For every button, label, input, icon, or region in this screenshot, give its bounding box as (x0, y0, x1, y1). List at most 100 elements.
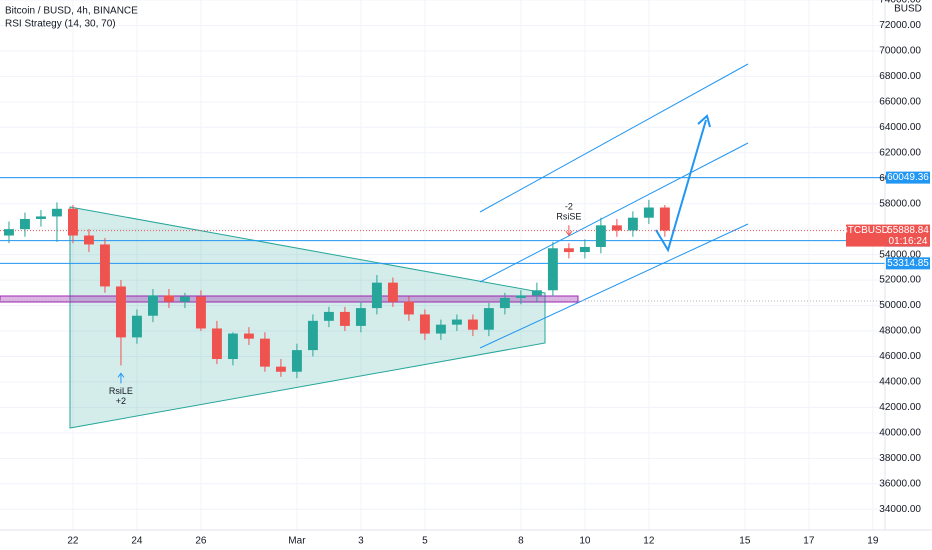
signal-label: RsiLE (109, 386, 133, 396)
candle-body (611, 225, 622, 231)
candle-body (67, 208, 78, 236)
candle-body (3, 229, 14, 236)
arrow-head (697, 114, 711, 128)
price-label-box (886, 171, 930, 184)
candle-body (579, 246, 590, 253)
y-tick-label: 44000.00 (879, 377, 921, 388)
channel-line (479, 63, 749, 213)
candle-body (243, 333, 254, 339)
candle-body (339, 311, 350, 326)
symbol-label: BTCBUSD (841, 225, 889, 236)
y-tick-label: 40000.00 (879, 428, 921, 439)
y-tick-label: 48000.00 (879, 326, 921, 337)
projection-arrow (655, 119, 707, 253)
signal-label: RsiSE (556, 212, 581, 222)
channel-line (479, 142, 749, 283)
x-tick-label: Mar (288, 536, 306, 547)
candle-body (83, 235, 94, 245)
candle-body (115, 286, 126, 338)
y-tick-label: 72000.00 (879, 20, 921, 31)
x-tick-label: 12 (643, 536, 655, 547)
candle-body (467, 319, 478, 330)
candle-body (483, 308, 494, 330)
signal-qty: +2 (116, 396, 126, 406)
y-tick-label: 68000.00 (879, 71, 921, 82)
candle-body (659, 207, 670, 231)
y-tick-label: 52000.00 (879, 275, 921, 286)
channel-line (479, 223, 749, 349)
triangle-pattern (69, 206, 546, 429)
x-tick-label: 17 (803, 536, 815, 547)
candle-body (627, 217, 638, 231)
y-tick-label: 38000.00 (879, 453, 921, 464)
candle-body (547, 248, 558, 291)
candle-body (643, 207, 654, 218)
y-tick-label: 36000.00 (879, 478, 921, 489)
price-label: 53314.85 (887, 258, 929, 269)
signals: RsiLE+2 RsiSE-2 (109, 202, 581, 406)
x-tick-label: 15 (739, 536, 751, 547)
y-tick-label: 58000.00 (879, 198, 921, 209)
candle-body (371, 282, 382, 309)
x-tick-label: 10 (579, 536, 591, 547)
y-tick-label: 74000.00 (879, 0, 921, 6)
candle-body (227, 333, 238, 360)
y-tick-label: 46000.00 (879, 351, 921, 362)
signal-arrow-head (117, 372, 125, 378)
y-tick-label: 42000.00 (879, 402, 921, 413)
x-tick-label: 19 (867, 536, 879, 547)
candle-body (419, 314, 430, 334)
candle-body (195, 296, 206, 329)
countdown-label: 01:16:24 (889, 236, 928, 247)
x-tick-label: 8 (518, 536, 524, 547)
candle-body (499, 297, 510, 309)
candle-body (515, 295, 526, 298)
candle-body (595, 225, 606, 247)
price-lines (0, 177, 885, 264)
grid (0, 0, 885, 530)
candle-body (307, 320, 318, 351)
candle-body (131, 315, 142, 338)
y-tick-label: 50000.00 (879, 300, 921, 311)
y-tick-label: 70000.00 (879, 46, 921, 57)
candle-body (531, 290, 542, 296)
candle-body (291, 350, 302, 372)
y-tick-label: 66000.00 (879, 96, 921, 107)
strategy-label: RSI Strategy (14, 30, 70) (5, 19, 116, 30)
x-tick-label: 22 (67, 536, 79, 547)
candle-body (99, 244, 110, 287)
price-label: 60049.36 (887, 172, 929, 183)
y-tick-label: 34000.00 (879, 504, 921, 515)
candle-body (323, 311, 334, 321)
candles (3, 199, 670, 379)
x-tick-label: 24 (131, 536, 143, 547)
candle-body (403, 301, 414, 315)
x-tick-label: 3 (358, 536, 364, 547)
candle-body (259, 338, 270, 367)
zone-rect (0, 295, 579, 303)
axes: 34000.00 36000.00 38000.00 40000.00 42000.00… (67, 0, 930, 547)
candle-body (563, 248, 574, 253)
signal-qty: -2 (565, 202, 573, 212)
candle-body (435, 324, 446, 334)
y-tick-label: 62000.00 (879, 147, 921, 158)
chart-title: Bitcoin / BUSD, 4h, BINANCE (5, 6, 138, 17)
candle-body (163, 295, 174, 302)
last-price-box (846, 224, 930, 247)
price-label-box (886, 257, 930, 270)
y-axis-label: BUSD (894, 4, 922, 15)
candle-body (211, 328, 222, 360)
y-tick-label: 64000.00 (879, 122, 921, 133)
candle-body (51, 208, 62, 217)
last-price-label: 55888.84 (887, 225, 929, 236)
candle-body (35, 216, 46, 219)
signal-arrow-head (565, 230, 573, 236)
candle-body (387, 282, 398, 302)
candle-body (451, 319, 462, 325)
y-tick-label: 54000.00 (879, 249, 921, 260)
candle-body (275, 366, 286, 372)
x-tick-label: 5 (422, 536, 428, 547)
candle-body (179, 296, 190, 302)
x-tick-label: 26 (195, 536, 207, 547)
